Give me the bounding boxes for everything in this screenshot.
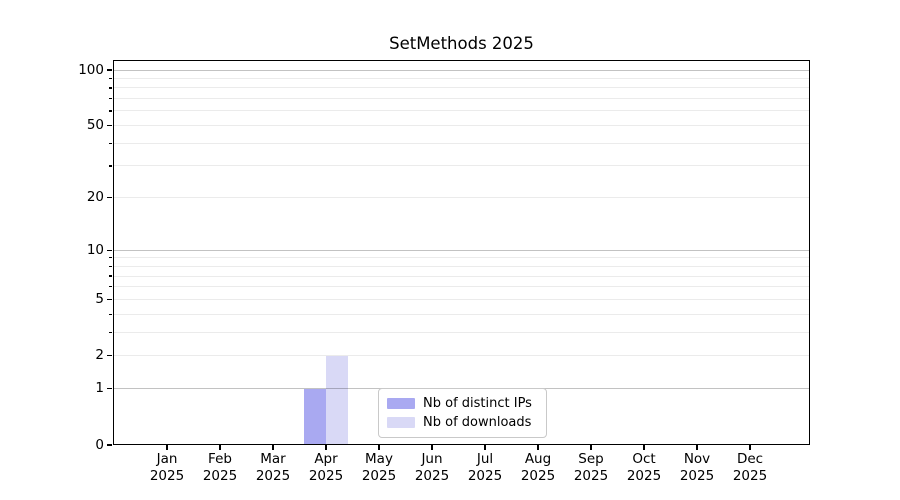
x-tick-label-dec: Dec 2025: [732, 451, 768, 484]
x-tick-mar: [272, 445, 274, 450]
y-minor-tick-70: [109, 98, 112, 100]
y-minor-tick-80: [109, 87, 112, 89]
y-tick-0: [107, 444, 112, 446]
y-tick-label-20: 20: [86, 189, 104, 206]
x-tick-feb: [219, 445, 221, 450]
x-tick-dec: [749, 445, 751, 450]
x-tick-jul: [484, 445, 486, 450]
gridline-y-6: [113, 286, 810, 288]
legend-item-downloads: Nb of downloads: [387, 415, 546, 430]
y-tick-label-1: 1: [95, 380, 104, 397]
x-tick-label-may: May 2025: [361, 451, 397, 484]
y-minor-tick-9: [109, 257, 112, 259]
gridline-y-70: [113, 98, 810, 100]
y-tick-label-50: 50: [86, 117, 104, 134]
x-tick-nov: [696, 445, 698, 450]
x-tick-label-oct: Oct 2025: [626, 451, 662, 484]
gridline-y-10: [113, 249, 810, 251]
gridline-y-50: [113, 125, 810, 127]
y-minor-tick-90: [109, 77, 112, 80]
y-tick-label-100: 100: [78, 61, 104, 78]
legend: Nb of distinct IPs Nb of downloads: [378, 388, 547, 438]
x-tick-apr: [325, 445, 327, 450]
y-tick-100: [107, 69, 112, 71]
y-minor-tick-40: [109, 142, 112, 144]
x-tick-label-aug: Aug 2025: [520, 451, 556, 484]
y-tick-label-10: 10: [86, 241, 104, 258]
legend-swatch-distinct-ips: [387, 397, 415, 410]
x-tick-label-mar: Mar 2025: [255, 451, 291, 484]
bar-nb-of-downloads-apr: [326, 355, 348, 445]
gridline-y-5: [113, 298, 810, 300]
x-tick-oct: [643, 445, 645, 450]
y-minor-tick-8: [109, 265, 112, 268]
x-tick-aug: [537, 445, 539, 450]
x-tick-sep: [590, 445, 592, 450]
y-tick-50: [107, 124, 112, 127]
gridline-y-40: [113, 142, 810, 144]
chart-title: SetMethods 2025: [389, 34, 534, 53]
y-tick-label-0: 0: [95, 436, 104, 453]
y-minor-tick-60: [109, 110, 112, 112]
gridline-y-60: [113, 110, 810, 112]
y-tick-1: [107, 388, 112, 390]
gridline-y-3: [113, 331, 810, 333]
x-tick-label-sep: Sep 2025: [573, 451, 609, 484]
y-tick-2: [107, 355, 112, 357]
x-tick-jan: [166, 445, 168, 450]
legend-item-distinct-ips: Nb of distinct IPs: [387, 396, 546, 411]
y-minor-tick-4: [109, 313, 112, 315]
y-tick-20: [107, 197, 112, 199]
x-tick-label-nov: Nov 2025: [679, 451, 715, 484]
x-tick-label-feb: Feb 2025: [202, 451, 238, 484]
x-tick-label-apr: Apr 2025: [308, 451, 344, 484]
y-minor-tick-30: [109, 165, 112, 167]
y-minor-tick-7: [109, 275, 112, 277]
y-tick-5: [107, 298, 112, 300]
x-tick-label-jan: Jan 2025: [149, 451, 185, 484]
legend-label-distinct-ips: Nb of distinct IPs: [423, 396, 532, 411]
x-tick-label-jun: Jun 2025: [414, 451, 450, 484]
plot-area: 0 1 2 5 10 20 50 100 Jan 2025 Feb 2025 Mar 2025 Ap…: [78, 60, 810, 484]
gridline-y-4: [113, 313, 810, 315]
gridline-y-8: [113, 265, 810, 267]
gridline-y-20: [113, 197, 810, 199]
gridline-y-30: [113, 165, 810, 167]
y-minor-tick-3: [109, 331, 112, 333]
x-tick-jun: [431, 445, 433, 450]
gridline-y-9: [113, 257, 810, 259]
legend-swatch-downloads: [387, 416, 415, 429]
x-tick-label-jul: Jul 2025: [467, 451, 503, 484]
gridline-y-80: [113, 87, 810, 89]
gridline-y-7: [113, 275, 810, 277]
y-tick-label-2: 2: [95, 347, 104, 364]
bar-nb-of-distinct-ips-apr: [304, 388, 326, 445]
legend-label-downloads: Nb of downloads: [423, 415, 532, 430]
y-tick-10: [107, 249, 112, 251]
gridline-y-90: [113, 77, 810, 79]
gridline-y-100: [113, 69, 810, 71]
x-tick-may: [378, 445, 380, 450]
y-minor-tick-6: [109, 286, 112, 288]
gridline-y-2: [113, 355, 810, 357]
y-tick-label-5: 5: [95, 290, 104, 307]
